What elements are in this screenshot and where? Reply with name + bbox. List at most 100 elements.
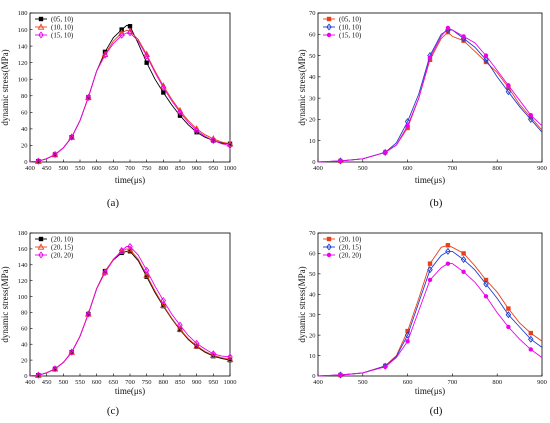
y-tick-label: 180 [18,230,28,237]
data-point [506,83,511,88]
data-point [445,25,451,31]
series-line [29,250,231,377]
x-tick-label: 800 [492,165,502,172]
data-point [483,277,489,283]
data-point [528,112,533,118]
y-tick-label: 40 [309,74,316,81]
series-3 [317,261,543,378]
legend-label: (20, 10) [51,235,74,243]
series-2 [317,247,543,379]
x-tick-label: 950 [208,165,218,172]
series-line [317,31,543,163]
data-point [102,51,108,59]
data-point [483,53,489,58]
data-point [118,31,125,39]
series-1 [29,24,233,164]
y-tick-label: 0 [24,159,27,166]
x-tick-label: 850 [175,165,185,172]
x-tick-label: 500 [358,379,368,386]
x-tick-label: 650 [108,165,118,172]
data-point [177,327,183,333]
y-tick-label: 70 [309,10,316,17]
y-tick-label: 60 [309,31,316,38]
series-3 [29,29,233,165]
x-axis-label: time(μs) [415,386,445,396]
y-axis-label: dynamic stress(MPa) [0,49,10,125]
panel-label: (a) [107,197,120,209]
x-tick-label: 550 [75,379,85,386]
legend-label: (20, 10) [339,235,362,243]
y-tick-label: 60 [21,110,28,117]
x-tick-label: 900 [192,165,202,172]
data-point [506,324,511,330]
y-tick-label: 20 [21,357,28,364]
plot-frame [317,12,543,163]
data-point [118,246,125,255]
legend-label: (20, 20) [51,251,74,259]
data-point [143,266,150,274]
data-point [127,249,133,254]
x-tick-label: 800 [492,379,502,386]
x-tick-label: 700 [448,379,458,386]
series-line [29,29,231,163]
legend-label: (20, 15) [51,243,74,251]
data-point [85,310,92,318]
x-tick-label: 1000 [224,165,237,172]
data-point [159,301,167,308]
legend-marker [38,251,44,259]
data-point [483,280,489,288]
series-1 [317,243,543,378]
y-tick-label: 40 [21,126,28,133]
data-point [160,83,167,92]
legend-marker [38,236,44,242]
chart-panel-2: 400 500 600 700 800 900 0 10 20 30 40 50 60 70 time(μs… [297,10,547,209]
x-tick-label: 800 [158,379,168,386]
x-tick-label: 600 [92,379,102,386]
y-tick-label: 80 [21,93,28,100]
data-point [177,321,183,329]
x-tick-label: 400 [313,379,323,386]
x-axis-label: time(μs) [115,175,145,185]
legend-marker [38,31,44,39]
data-point [405,328,410,334]
legend-label: (10, 10) [51,23,74,31]
data-point [210,350,217,358]
data-point [35,157,42,165]
x-tick-label: 850 [175,379,185,386]
panel-label: (c) [107,405,120,417]
panel-label: (d) [430,405,443,417]
y-tick-label: 180 [18,10,28,17]
data-point [52,365,58,373]
data-point [460,256,467,264]
data-point [461,251,466,256]
x-tick-label: 750 [142,379,152,386]
y-axis-label: dynamic stress(MPa) [297,266,307,342]
data-point [102,269,108,277]
legend-marker [326,23,332,31]
x-tick-label: 700 [448,165,458,172]
legend-marker [326,32,332,38]
series-line [29,248,231,377]
data-point [177,108,183,116]
x-axis-label: time(μs) [415,175,445,185]
data-point [160,296,167,305]
y-tick-label: 40 [21,341,28,348]
data-point [193,339,200,347]
data-point [176,325,184,332]
series-2 [29,245,234,378]
y-axis-label: dynamic stress(MPa) [297,49,307,125]
x-tick-label: 450 [42,379,52,386]
legend: (20, 10)(20, 15)(20, 20) [323,235,362,259]
legend: (05, 10)(10, 10)(15, 10) [35,15,74,39]
data-point [144,274,149,279]
legend-label: (20, 15) [339,243,362,251]
data-point [226,355,234,362]
y-tick-label: 140 [18,43,28,50]
y-axis-label: dynamic stress(MPa) [0,266,10,342]
data-point [405,339,410,344]
data-point [427,277,433,283]
y-tick-label: 0 [24,373,27,380]
series-line [29,24,231,163]
legend-marker [38,16,44,22]
